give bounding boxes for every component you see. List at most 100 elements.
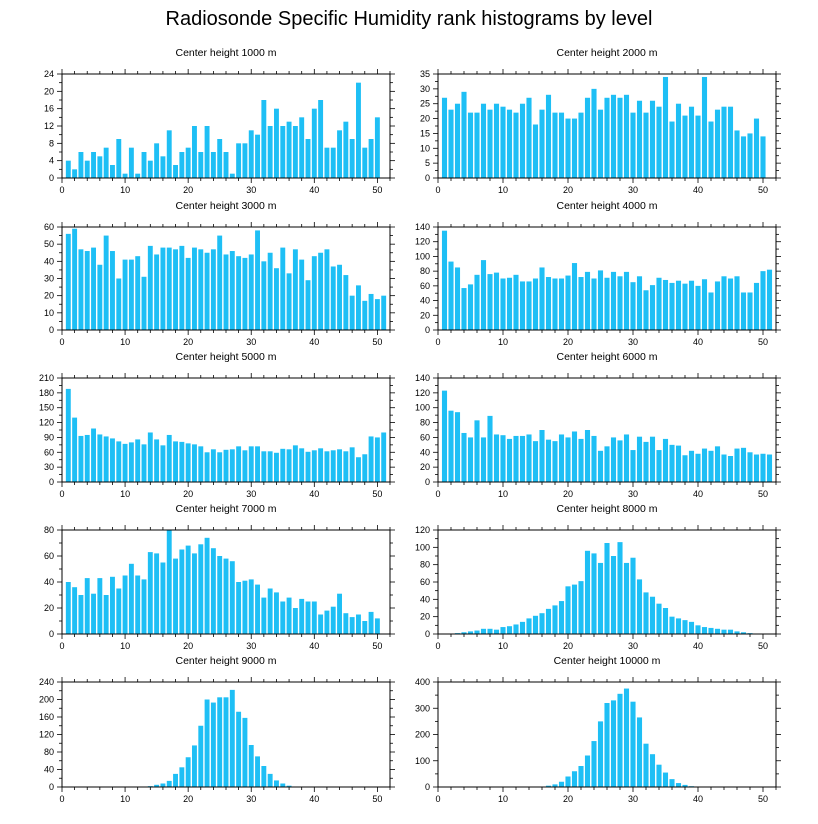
bar: [578, 112, 584, 178]
bar: [682, 115, 688, 178]
bar: [330, 147, 336, 178]
x-tick-label: 40: [309, 794, 319, 804]
bar: [368, 436, 374, 482]
y-tick-label: 25: [420, 99, 430, 109]
bar: [248, 745, 254, 787]
bar: [545, 94, 552, 178]
bar: [539, 109, 545, 178]
bar: [565, 275, 571, 330]
bar: [229, 449, 235, 482]
bar: [500, 278, 506, 330]
bar: [610, 700, 617, 788]
bar: [242, 450, 248, 482]
bar: [135, 256, 141, 330]
bar: [526, 434, 532, 482]
bar: [267, 451, 273, 482]
bar: [305, 139, 311, 178]
y-tick-label: 80: [420, 266, 430, 276]
bar: [630, 450, 636, 482]
x-tick-label: 20: [183, 489, 193, 499]
bar: [217, 139, 223, 178]
bar: [229, 173, 235, 178]
bar: [617, 97, 623, 178]
panel-title: Center height 1000 m: [176, 47, 277, 59]
y-tick-label: 10: [420, 143, 430, 153]
x-tick-label: 50: [758, 489, 768, 499]
bar: [330, 606, 336, 634]
bar: [154, 254, 160, 330]
bar: [362, 300, 368, 330]
bar: [734, 448, 740, 482]
y-tick-label: 20: [420, 114, 430, 124]
x-tick-label: 20: [563, 794, 573, 804]
x-tick-label: 50: [372, 337, 382, 347]
bar: [318, 614, 324, 634]
bar: [623, 271, 630, 330]
bar: [248, 446, 254, 482]
bar: [198, 544, 204, 634]
bar: [217, 556, 223, 634]
bar: [753, 118, 760, 178]
bar: [552, 278, 558, 330]
panel-title: Center height 3000 m: [176, 200, 277, 212]
bar: [324, 451, 330, 482]
bar: [103, 595, 109, 634]
x-tick-label: 30: [246, 794, 256, 804]
panel-title: Center height 4000 m: [557, 200, 658, 212]
y-tick-label: 60: [420, 281, 430, 291]
y-tick-label: 20: [420, 612, 430, 622]
bar: [656, 603, 662, 634]
bar: [610, 437, 617, 482]
bar: [467, 112, 474, 178]
x-tick-label: 0: [59, 489, 64, 499]
bar: [141, 276, 147, 330]
bar: [349, 447, 355, 482]
x-tick-label: 10: [120, 185, 130, 195]
bar: [122, 575, 128, 634]
bar: [255, 230, 260, 330]
bar: [649, 285, 656, 330]
y-tick-label: 100: [415, 251, 430, 261]
bar: [708, 627, 714, 634]
bar: [597, 721, 604, 788]
bar: [242, 717, 248, 788]
bar: [72, 587, 78, 634]
bar: [97, 434, 103, 482]
bar: [682, 283, 688, 330]
bar: [669, 444, 675, 482]
bar: [500, 106, 506, 178]
y-tick-label: 20: [420, 462, 430, 472]
bar: [343, 275, 349, 330]
bar: [519, 281, 526, 330]
bar: [204, 126, 210, 178]
y-tick-label: 0: [49, 629, 54, 639]
bar: [480, 260, 487, 330]
bar: [135, 439, 141, 482]
y-tick-label: 40: [420, 296, 430, 306]
bar: [701, 627, 708, 634]
bar: [204, 452, 210, 482]
panel-5: Center height 5000 m 0 10 20 30 40 50 0 30 60 90 12…: [39, 351, 395, 499]
bar: [467, 437, 474, 482]
bar: [292, 445, 298, 482]
bar: [311, 601, 317, 634]
x-tick-label: 20: [563, 185, 573, 195]
bar: [604, 703, 610, 787]
bar: [173, 165, 178, 178]
bar: [708, 292, 714, 330]
bar: [558, 601, 565, 634]
bar: [141, 579, 147, 634]
panel-title: Center height 9000 m: [176, 655, 277, 667]
bar: [274, 592, 279, 634]
bar: [766, 454, 773, 482]
bar: [147, 245, 153, 330]
bar: [65, 233, 71, 330]
bar: [192, 745, 197, 787]
x-tick-label: 40: [693, 794, 703, 804]
bar: [122, 259, 128, 330]
bar: [78, 249, 84, 330]
bar: [584, 755, 591, 787]
main-title: Radiosonde Specific Humidity rank histog…: [165, 8, 653, 30]
bar: [441, 230, 448, 330]
bar: [84, 578, 90, 634]
